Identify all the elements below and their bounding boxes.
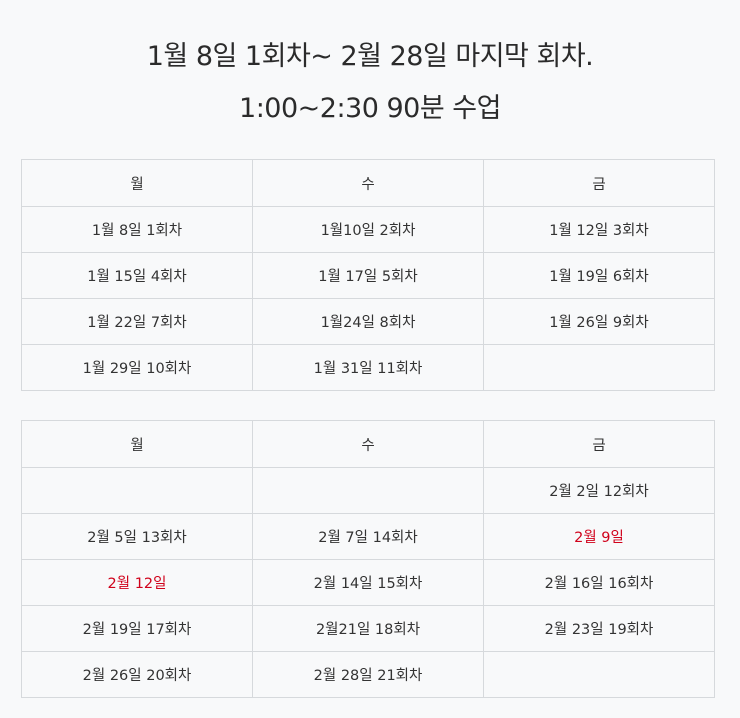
table-cell: 1월 12일 3회차 <box>483 206 715 253</box>
table-row: 1월 15일 4회차 1월 17일 5회차 1월 19일 6회차 <box>21 252 715 299</box>
table-row: 2월 5일 13회차 2월 7일 14회차 2월 9일 <box>21 513 715 560</box>
table-cell: 2월 5일 13회차 <box>21 513 253 560</box>
table-cell: 1월 26일 9회차 <box>483 298 715 345</box>
table-cell: 1월 29일 10회차 <box>21 344 253 391</box>
table-cell: 2월 7일 14회차 <box>252 513 484 560</box>
header-friday: 금 <box>483 420 715 468</box>
table-header-row: 월 수 금 <box>21 159 715 207</box>
table-row: 1월 29일 10회차 1월 31일 11회차 <box>21 344 715 391</box>
table-cell: 2월 19일 17회차 <box>21 605 253 652</box>
header-wednesday: 수 <box>252 420 484 468</box>
february-schedule-table: 월 수 금 2월 2일 12회차 2월 5일 13회차 2월 7일 14회차 2… <box>21 420 715 698</box>
table-cell-empty <box>252 467 484 514</box>
table-row: 2월 2일 12회차 <box>21 467 715 514</box>
table-cell: 2월21일 18회차 <box>252 605 484 652</box>
table-row: 2월 12일 2월 14일 15회차 2월 16일 16회차 <box>21 559 715 606</box>
table-row: 1월 8일 1회차 1월10일 2회차 1월 12일 3회차 <box>21 206 715 253</box>
table-cell: 1월 22일 7회차 <box>21 298 253 345</box>
january-schedule-table: 월 수 금 1월 8일 1회차 1월10일 2회차 1월 12일 3회차 1월 … <box>21 159 715 391</box>
header-monday: 월 <box>21 420 253 468</box>
table-cell: 1월10일 2회차 <box>252 206 484 253</box>
header-monday: 월 <box>21 159 253 207</box>
table-row: 2월 26일 20회차 2월 28일 21회차 <box>21 651 715 698</box>
header-wednesday: 수 <box>252 159 484 207</box>
table-cell: 1월 8일 1회차 <box>21 206 253 253</box>
holiday-cell: 2월 12일 <box>21 559 253 606</box>
table-cell: 1월24일 8회차 <box>252 298 484 345</box>
schedule-title-time: 1:00~2:30 90분 수업 <box>239 93 501 124</box>
header-friday: 금 <box>483 159 715 207</box>
table-cell-empty <box>483 344 715 391</box>
table-cell: 1월 31일 11회차 <box>252 344 484 391</box>
table-cell: 1월 15일 4회차 <box>21 252 253 299</box>
table-cell: 2월 14일 15회차 <box>252 559 484 606</box>
table-header-row: 월 수 금 <box>21 420 715 468</box>
table-row: 2월 19일 17회차 2월21일 18회차 2월 23일 19회차 <box>21 605 715 652</box>
table-cell: 2월 26일 20회차 <box>21 651 253 698</box>
table-cell: 2월 23일 19회차 <box>483 605 715 652</box>
schedule-title-range: 1월 8일 1회차~ 2월 28일 마지막 회차. <box>146 41 594 72</box>
table-cell-empty <box>21 467 253 514</box>
table-cell: 2월 16일 16회차 <box>483 559 715 606</box>
table-cell-empty <box>483 651 715 698</box>
table-cell: 1월 19일 6회차 <box>483 252 715 299</box>
table-cell: 2월 2일 12회차 <box>483 467 715 514</box>
table-row: 1월 22일 7회차 1월24일 8회차 1월 26일 9회차 <box>21 298 715 345</box>
holiday-cell: 2월 9일 <box>483 513 715 560</box>
table-cell: 2월 28일 21회차 <box>252 651 484 698</box>
table-cell: 1월 17일 5회차 <box>252 252 484 299</box>
